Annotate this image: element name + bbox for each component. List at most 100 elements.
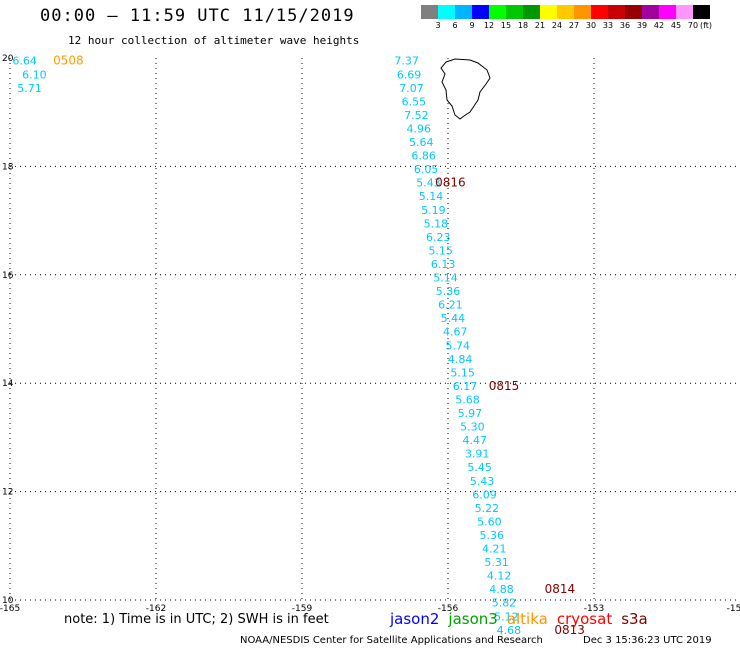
y-tick-label: 10 — [2, 596, 14, 606]
color-scale-label: 9 — [469, 21, 475, 30]
swh-value: 5.60 — [477, 515, 502, 528]
y-tick-label: 16 — [2, 271, 14, 281]
color-scale-label: 24 — [551, 21, 563, 30]
swh-value: 6.86 — [411, 150, 436, 163]
swh-value: 6.64 — [12, 55, 37, 68]
color-scale-label: 3 — [435, 21, 441, 30]
color-scale-label: 21 — [534, 21, 546, 30]
color-swatch — [455, 5, 472, 19]
color-swatch — [625, 5, 642, 19]
color-swatch — [676, 5, 693, 19]
x-tick-label: -15 — [727, 604, 740, 614]
swh-value: 6.17 — [453, 380, 478, 393]
swh-value: 5.71 — [17, 82, 42, 95]
color-swatch — [523, 5, 540, 19]
swh-value: 7.07 — [399, 82, 424, 95]
credits-org: NOAA/NESDIS Center for Satellite Applica… — [240, 635, 543, 646]
color-scale-label: 6 — [452, 21, 458, 30]
swh-value: 4.47 — [463, 434, 488, 447]
swh-value: 6.10 — [22, 68, 47, 81]
color-swatch — [472, 5, 489, 19]
swh-value: 4.68 — [497, 624, 522, 637]
swh-value: 5.30 — [460, 421, 485, 434]
color-scale-label: 30 — [585, 21, 597, 30]
swh-value: 4.21 — [482, 543, 507, 556]
pass-time-label: 0813 — [554, 623, 585, 637]
swh-value: 5.43 — [470, 475, 495, 488]
color-scale-label: 33 — [602, 21, 614, 30]
swh-value: 5.18 — [424, 217, 449, 230]
y-tick-label: 12 — [2, 488, 13, 498]
color-scale-label: 12 — [483, 21, 495, 30]
credits-line: NOAA/NESDIS Center for Satellite Applica… — [240, 635, 712, 646]
swh-value: 4.67 — [443, 326, 468, 339]
color-scale-label: (ft) — [699, 21, 713, 30]
page-title: 00:00 – 11:59 UTC 11/15/2019 — [40, 6, 355, 26]
color-scale-bar — [421, 5, 710, 19]
swh-value: 5.19 — [421, 204, 446, 217]
y-tick-label: 18 — [2, 162, 14, 172]
swh-value: 6.09 — [472, 488, 497, 501]
color-swatch — [489, 5, 506, 19]
swh-value: 4.12 — [487, 570, 512, 583]
swh-value: 5.74 — [445, 339, 470, 352]
swh-value: 4.84 — [448, 353, 473, 366]
swh-value: 5.14 — [419, 190, 444, 203]
swh-value: 5.44 — [441, 312, 466, 325]
color-scale-label: 70 — [687, 21, 699, 30]
pass-time-label: 0508 — [53, 54, 84, 68]
color-scale-label: 42 — [653, 21, 665, 30]
swh-value: 3.91 — [465, 448, 490, 461]
swh-value: 5.36 — [480, 529, 505, 542]
color-scale-label: 27 — [568, 21, 580, 30]
swh-value: 4.96 — [407, 122, 432, 135]
color-scale-label: 36 — [619, 21, 631, 30]
color-swatch — [540, 5, 557, 19]
swh-value: 6.69 — [397, 68, 422, 81]
color-swatch — [608, 5, 625, 19]
swh-value: 5.15 — [450, 366, 475, 379]
swh-value: 5.31 — [484, 556, 509, 569]
color-swatch — [438, 5, 455, 19]
color-swatch — [506, 5, 523, 19]
swh-value: 6.13 — [431, 258, 456, 271]
pass-time-label: 0815 — [489, 379, 520, 393]
color-swatch — [421, 5, 438, 19]
color-swatch — [557, 5, 574, 19]
pass-time-label: 0814 — [545, 582, 576, 596]
swh-value: 5.82 — [492, 597, 517, 610]
satellite-legend-item: jason3 — [448, 610, 498, 628]
swh-value: 5.12 — [494, 610, 519, 623]
color-swatch — [591, 5, 608, 19]
satellite-legend: jason2 jason3 altika cryosat s3a — [390, 610, 657, 628]
color-scale-labels: 3 6 9 12 15 18 21 24 27 30 33 36 39 42 45 70 (ft) — [421, 21, 740, 33]
color-scale-label: 18 — [517, 21, 529, 30]
y-tick-label: 20 — [2, 54, 14, 64]
swh-value: 5.14 — [433, 272, 458, 285]
hawaii-island-outline — [440, 58, 491, 120]
x-tick-label: -159 — [292, 604, 313, 614]
footnote: note: 1) Time is in UTC; 2) SWH is in fe… — [64, 612, 329, 627]
swh-value: 5.36 — [436, 285, 461, 298]
swh-value: 6.21 — [438, 299, 463, 312]
satellite-legend-item: s3a — [621, 610, 648, 628]
color-swatch — [693, 5, 710, 19]
swh-value: 7.52 — [404, 109, 429, 122]
swh-value: 5.45 — [467, 461, 492, 474]
satellite-legend-item: cryosat — [556, 610, 613, 628]
swh-value: 5.97 — [458, 407, 483, 420]
swh-value: 5.43 — [416, 177, 441, 190]
swh-value: 7.37 — [394, 55, 419, 68]
x-tick-label: -153 — [584, 604, 604, 614]
satellite-legend-item: jason2 — [390, 610, 440, 628]
color-scale-label: 45 — [670, 21, 682, 30]
credits-timestamp: Dec 3 15:36:23 UTC 2019 — [583, 635, 712, 646]
swh-value: 5.15 — [428, 244, 453, 257]
x-tick-label: -162 — [146, 604, 166, 614]
color-scale-label: 39 — [636, 21, 648, 30]
swh-value: 5.68 — [455, 393, 480, 406]
color-swatch — [659, 5, 676, 19]
color-swatch — [574, 5, 591, 19]
swh-value: 5.22 — [475, 502, 500, 515]
